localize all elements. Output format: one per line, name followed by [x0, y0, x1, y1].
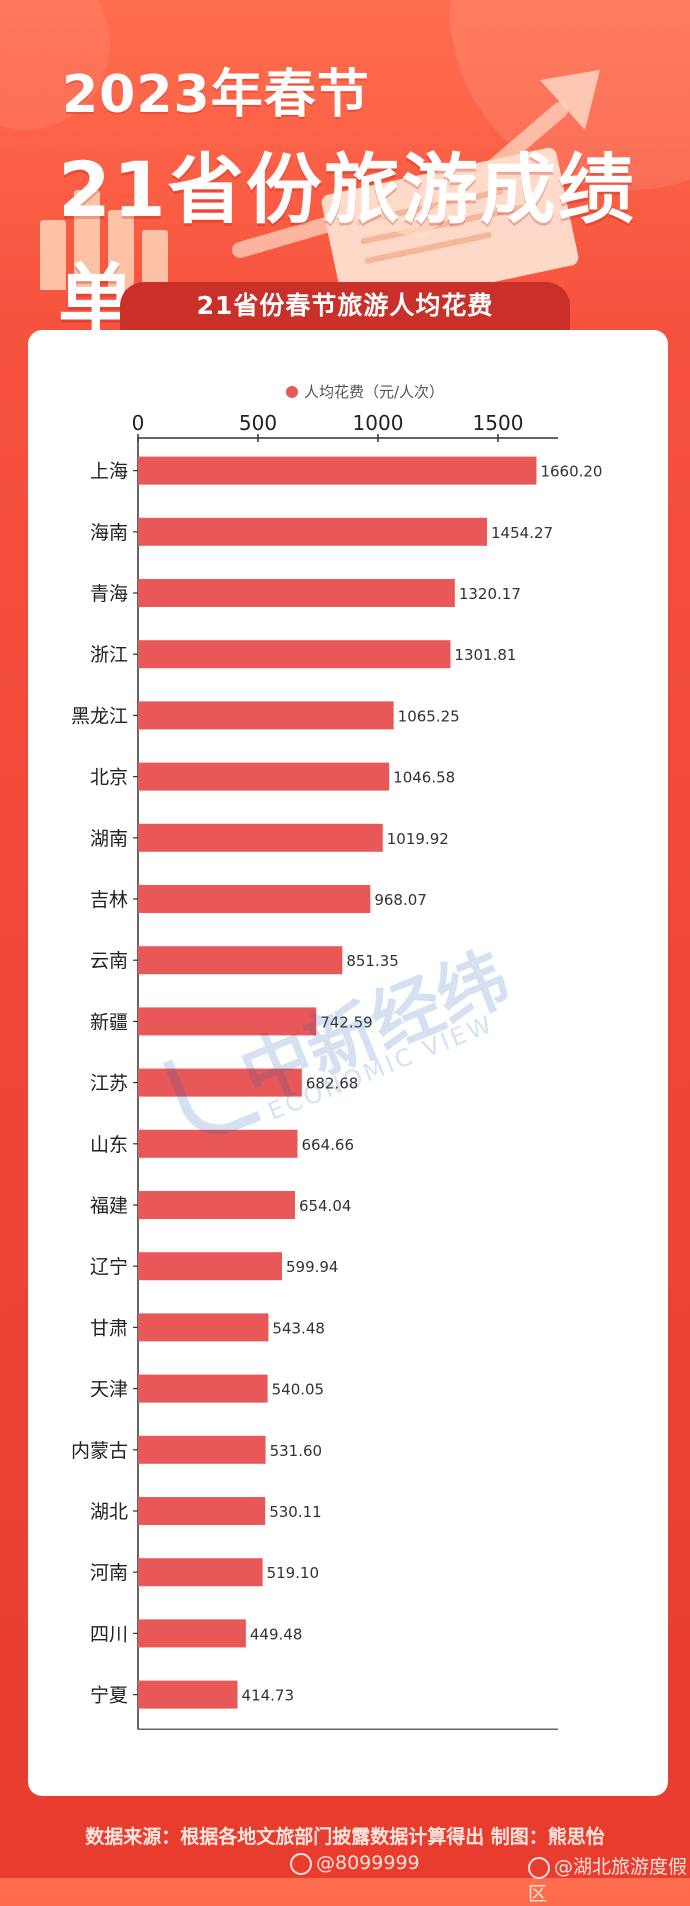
bar [138, 579, 455, 607]
bar [138, 762, 390, 791]
data-label: 1046.58 [393, 769, 455, 787]
data-label: 543.48 [272, 1319, 325, 1337]
data-label: 968.07 [374, 891, 427, 909]
weibo-handle-left: @8099999 [290, 1852, 420, 1875]
bar [138, 701, 394, 730]
data-label: 1660.20 [540, 463, 602, 481]
bar [138, 1191, 295, 1219]
bar [138, 946, 343, 975]
category-label: 内蒙古 [71, 1440, 128, 1462]
data-label: 449.48 [250, 1625, 302, 1643]
data-label: 530.11 [269, 1503, 322, 1521]
category-label: 云南 [90, 950, 128, 972]
weibo-handle-right: @湖北旅游度假区 [528, 1852, 690, 1906]
data-label: 599.94 [286, 1258, 339, 1276]
data-label: 540.05 [272, 1381, 325, 1399]
data-label: 1320.17 [459, 585, 521, 603]
category-label: 辽宁 [90, 1256, 128, 1278]
weibo-icon [528, 1856, 550, 1879]
data-label: 531.60 [270, 1442, 323, 1460]
bars-group: 上海 1660.20 海南 1454.27 青海 1320.17 浙江 1301.81 黑龙江 1… [71, 456, 602, 1709]
data-label: 664.66 [302, 1136, 355, 1154]
data-label: 742.59 [320, 1013, 373, 1031]
legend-swatch [286, 386, 298, 398]
category-label: 宁夏 [90, 1685, 128, 1707]
bar [138, 1313, 269, 1342]
data-label: 1454.27 [491, 524, 553, 542]
bar [138, 1252, 282, 1281]
bar [138, 1435, 266, 1464]
chart-card: 人均花费（元/人次） 0 500 1000 1500 上海 1660.20 海南 1454.… [28, 330, 668, 1796]
trend-arrow-icon [232, 70, 600, 258]
category-label: 新疆 [90, 1011, 128, 1033]
data-label: 682.68 [306, 1075, 359, 1093]
chart-legend: 人均花费（元/人次） [286, 383, 444, 401]
category-label: 天津 [90, 1379, 128, 1401]
bar [138, 1680, 238, 1709]
category-label: 上海 [90, 461, 128, 483]
category-label: 吉林 [90, 889, 128, 911]
legend-label: 人均花费（元/人次） [304, 383, 444, 401]
x-tick-label: 0 [132, 411, 145, 435]
category-label: 青海 [90, 583, 128, 605]
data-label: 654.04 [299, 1197, 352, 1215]
category-label: 江苏 [90, 1073, 128, 1095]
category-label: 福建 [90, 1195, 128, 1217]
data-label: 1019.92 [387, 830, 449, 848]
category-label: 湖北 [90, 1501, 128, 1523]
data-label: 414.73 [242, 1687, 295, 1705]
bar [138, 1497, 266, 1525]
x-tick-label: 1000 [353, 411, 404, 435]
category-label: 河南 [90, 1562, 128, 1584]
bar [138, 1068, 302, 1097]
bar [138, 517, 488, 546]
chart-heading: 21省份春节旅游人均花费 [120, 282, 570, 330]
x-tick-label: 500 [239, 411, 277, 435]
category-label: 山东 [90, 1134, 128, 1156]
data-label: 851.35 [346, 952, 399, 970]
bar [138, 1129, 298, 1158]
bar [138, 640, 451, 669]
category-label: 海南 [90, 522, 128, 544]
bar [138, 1007, 317, 1036]
weibo-handle-text: @8099999 [316, 1852, 420, 1874]
category-label: 黑龙江 [71, 705, 128, 727]
bar [138, 1558, 263, 1587]
weibo-handle-text: @湖北旅游度假区 [528, 1856, 688, 1905]
source-note: 数据来源：根据各地文旅部门披露数据计算得出 制图：熊思怡 [85, 1826, 605, 1848]
bar [138, 823, 383, 852]
bar [138, 456, 537, 485]
category-label: 湖南 [90, 828, 128, 850]
data-label: 1065.25 [398, 707, 460, 725]
decor-bars-illustration [40, 180, 200, 290]
data-label: 1301.81 [454, 646, 516, 664]
category-label: 甘肃 [90, 1317, 128, 1339]
category-label: 北京 [90, 767, 128, 789]
page-title-year: 2023年春节 [62, 65, 370, 125]
x-tick-label: 1500 [473, 411, 524, 435]
bar [138, 1374, 268, 1403]
data-label: 519.10 [267, 1564, 320, 1582]
bar [138, 1619, 246, 1648]
hero-banner: 2023年春节 21省份旅游成绩单 [0, 0, 690, 330]
weibo-icon [290, 1852, 312, 1875]
bar-chart: 人均花费（元/人次） 0 500 1000 1500 上海 1660.20 海南 1454.… [71, 383, 602, 1730]
category-label: 四川 [90, 1623, 128, 1645]
category-label: 浙江 [90, 644, 128, 666]
bar [138, 885, 371, 913]
